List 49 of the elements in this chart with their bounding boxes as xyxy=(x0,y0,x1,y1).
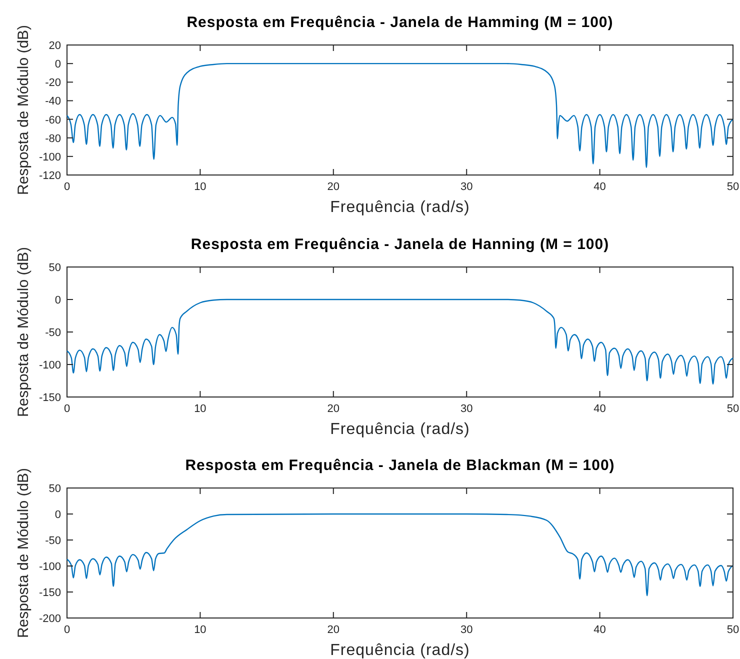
y-tick-label: -50 xyxy=(45,327,61,339)
x-tick-label: 10 xyxy=(194,624,206,636)
chart-title: Resposta em Frequência - Janela de Hamming (M = 100) xyxy=(186,14,614,31)
y-tick-label: -100 xyxy=(38,360,61,372)
y-tick-label: -20 xyxy=(45,77,61,90)
y-tick-label: 0 xyxy=(54,294,61,306)
y-tick-label: 50 xyxy=(48,262,61,274)
x-tick-label: 40 xyxy=(594,403,606,415)
y-tick-label: 20 xyxy=(48,40,61,52)
y-tick-label: -120 xyxy=(38,170,61,182)
x-axis-title: Frequência (rad/s) xyxy=(330,421,470,438)
x-tick-label: 20 xyxy=(327,624,340,636)
y-axis-title: Resposta de Módulo (dB) xyxy=(15,246,32,418)
y-axis-title: Resposta de Módulo (dB) xyxy=(15,468,32,638)
x-axis-title: Frequência (rad/s) xyxy=(330,642,470,659)
x-axis-title: Frequência (rad/s) xyxy=(330,199,470,216)
line-series xyxy=(66,513,734,596)
x-tick-label: 0 xyxy=(64,403,70,415)
x-tick-label: 50 xyxy=(726,403,740,415)
y-tick-label: -80 xyxy=(45,132,61,145)
line-series xyxy=(66,298,734,385)
y-tick-label: -60 xyxy=(45,114,61,126)
x-tick-label: 0 xyxy=(64,624,70,636)
x-tick-label: 40 xyxy=(594,181,606,193)
x-tick-label: 50 xyxy=(726,624,740,636)
x-tick-label: 20 xyxy=(327,403,340,415)
x-tick-label: 30 xyxy=(460,403,473,415)
y-tick-label: -150 xyxy=(38,392,61,404)
y-tick-label: -100 xyxy=(38,151,61,164)
y-tick-label: 50 xyxy=(48,483,61,495)
y-tick-label: -200 xyxy=(38,613,61,625)
x-tick-label: 40 xyxy=(594,624,606,636)
y-tick-label: -50 xyxy=(45,535,61,547)
x-tick-label: 20 xyxy=(327,181,340,193)
x-tick-label: 30 xyxy=(460,624,473,636)
line-series xyxy=(66,62,734,168)
chart-title: Resposta em Frequência - Janela de Hanning (M = 100) xyxy=(190,236,610,253)
x-tick-label: 10 xyxy=(194,403,206,415)
chart-title: Resposta em Frequência - Janela de Blackman (M = 100) xyxy=(185,457,615,474)
y-tick-label: 0 xyxy=(54,509,61,521)
y-tick-label: -100 xyxy=(38,561,61,573)
y-axis-title: Resposta de Módulo (dB) xyxy=(15,24,32,196)
x-tick-label: 10 xyxy=(194,181,206,193)
y-tick-label: -40 xyxy=(45,96,61,108)
x-tick-label: 30 xyxy=(460,181,473,193)
y-tick-label: -150 xyxy=(38,587,61,599)
x-tick-label: 50 xyxy=(726,181,740,193)
y-tick-label: 0 xyxy=(54,58,61,71)
x-tick-label: 0 xyxy=(64,181,70,193)
